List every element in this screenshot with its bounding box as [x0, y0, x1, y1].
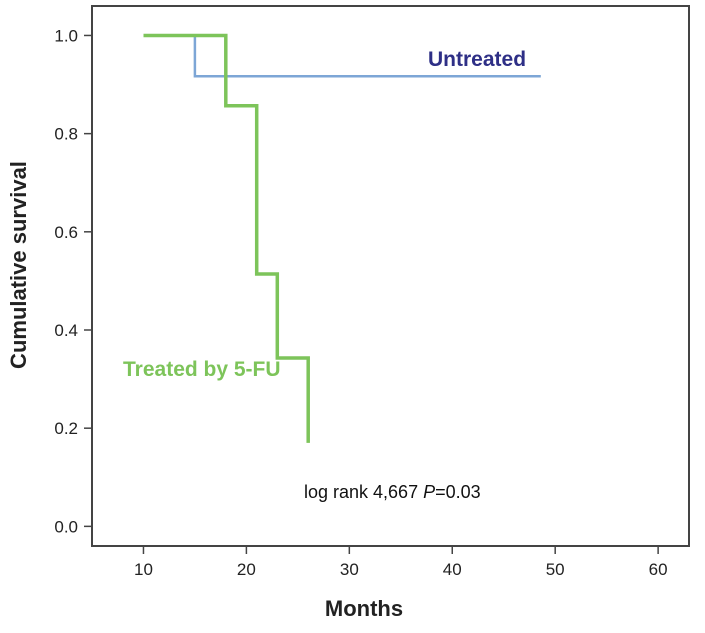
- y-axis: 0.0 0.2 0.4 0.6 0.8 1.0: [54, 26, 92, 536]
- series-label-treated: Treated by 5-FU: [123, 358, 281, 381]
- x-tick-label: 20: [237, 560, 256, 579]
- x-tick-label: 10: [134, 560, 153, 579]
- y-tick-label: 0.8: [54, 125, 78, 144]
- x-tick-label: 60: [649, 560, 668, 579]
- series-label-untreated: Untreated: [428, 48, 526, 71]
- log-rank-prefix: log rank 4,667: [304, 482, 423, 502]
- x-tick-label: 30: [340, 560, 359, 579]
- x-axis: 10 20 30 40 50 60: [134, 546, 668, 579]
- x-tick-label: 40: [443, 560, 462, 579]
- y-tick-label: 0.6: [54, 223, 78, 242]
- y-tick-label: 0.0: [54, 517, 78, 536]
- series-line-treated-by-5-fu: [143, 33, 310, 443]
- y-axis-title: Cumulative survival: [6, 161, 31, 369]
- y-tick-label: 1.0: [54, 26, 78, 45]
- log-rank-annotation: log rank 4,667 P=0.03: [304, 482, 481, 502]
- plot-frame: [91, 5, 690, 547]
- x-axis-title: Months: [325, 596, 403, 621]
- p-symbol: P: [423, 482, 435, 502]
- y-tick-label: 0.4: [54, 321, 78, 340]
- log-rank-suffix: =0.03: [435, 482, 481, 502]
- x-tick-label: 50: [546, 560, 565, 579]
- series-lines: [143, 33, 541, 443]
- y-tick-label: 0.2: [54, 419, 78, 438]
